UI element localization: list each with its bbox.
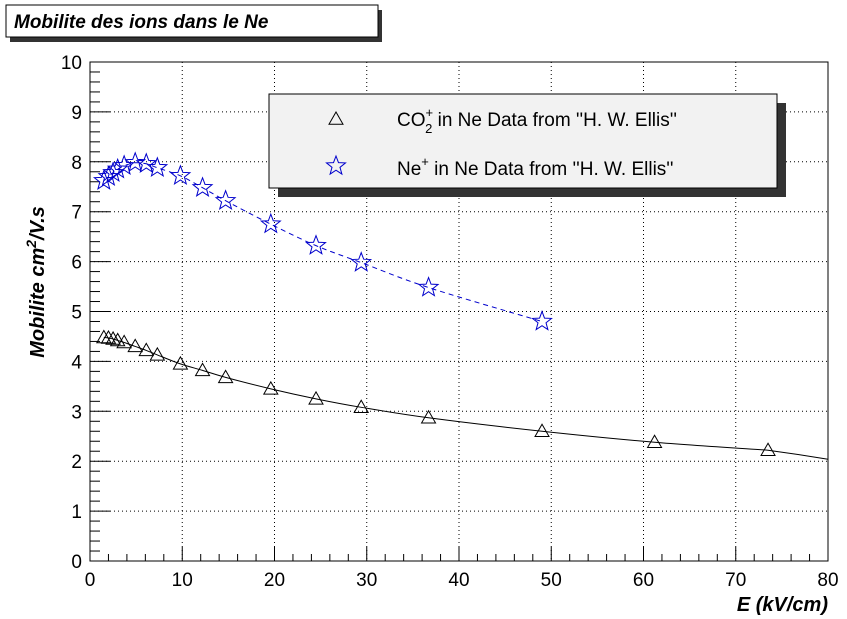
co2-data-point — [127, 338, 144, 353]
x-tick-label: 10 — [172, 570, 193, 591]
legend-ne-post: in Ne Data from ''H. W. Ellis'' — [429, 159, 674, 180]
y-tick-label: 1 — [71, 502, 82, 523]
legend-co2-sub: 2 — [425, 121, 432, 136]
ne-data-point — [531, 310, 553, 331]
legend-co2-post: in Ne Data from ''H. W. Ellis'' — [432, 110, 677, 131]
ne-data-point — [305, 234, 327, 255]
co2-data-point — [109, 332, 126, 347]
ne-data-point — [169, 164, 192, 186]
title-box: Mobilite des ions dans le Ne — [5, 4, 382, 42]
legend-star-icon — [325, 154, 347, 176]
ne-data-point — [191, 176, 214, 197]
ne-data-point — [113, 154, 135, 176]
legend-ne-pre: Ne — [397, 159, 421, 180]
y-tick-label: 5 — [71, 303, 82, 324]
co2-data-point — [353, 399, 370, 414]
y-tick-label: 6 — [71, 253, 82, 274]
ne-fit-curve — [103, 162, 543, 322]
svg-text:Mobilite cm2/V.s: Mobilite cm2/V.s — [23, 206, 49, 358]
x-tick-label: 70 — [725, 570, 746, 591]
y-axis-title-tail: /V.s — [27, 206, 49, 241]
y-tick-label: 0 — [71, 552, 82, 573]
legend-entry-ne: Ne+ in Ne Data from ''H. W. Ellis'' — [397, 154, 674, 180]
x-axis-title: E (kV/cm) — [737, 594, 828, 616]
legend-marker-triangle — [328, 110, 344, 125]
legend-co2-sup: + — [426, 105, 434, 120]
co2-data-point — [194, 362, 211, 377]
ne-data-point — [146, 156, 169, 178]
co2-data-point — [100, 329, 117, 344]
legend: CO+ 2 in Ne Data from ''H. W. Ellis'' Ne+… — [268, 93, 786, 197]
x-tick-label: 30 — [356, 570, 377, 591]
legend-ne-sup: + — [421, 154, 429, 169]
y-tick-label: 7 — [71, 203, 82, 224]
y-tick-label: 10 — [61, 53, 82, 74]
legend-entry-co2: CO+ 2 in Ne Data from ''H. W. Ellis'' — [397, 105, 677, 136]
y-axis-title-main: Mobilite cm — [27, 248, 49, 358]
chart-title: Mobilite des ions dans le Ne — [14, 12, 269, 33]
ne-data-point — [106, 157, 129, 179]
ne-data-point — [259, 212, 282, 234]
ne-data-point — [92, 169, 115, 191]
co2-data-point — [760, 442, 776, 456]
y-axis-title-sup: 2 — [23, 240, 39, 249]
co2-data-point — [646, 434, 663, 448]
data-points — [92, 151, 776, 456]
co2-data-point — [217, 369, 234, 384]
ne-data-point — [214, 189, 237, 210]
x-tick-label: 40 — [448, 570, 469, 591]
y-tick-label: 3 — [71, 402, 82, 423]
y-axis-title: Mobilite cm2/V.s — [23, 206, 49, 358]
x-tick-label: 50 — [541, 570, 562, 591]
co2-data-point — [308, 390, 324, 405]
co2-data-point — [534, 423, 550, 438]
co2-data-point — [138, 342, 155, 357]
co2-data-point — [172, 355, 189, 370]
legend-marker-star — [325, 154, 347, 176]
legend-co2-pre: CO — [397, 110, 426, 131]
x-tick-label: 20 — [264, 570, 285, 591]
x-tick-label: 80 — [817, 570, 838, 591]
axes: 0 10 20 30 40 50 60 70 80 0 1 2 3 4 5 6 7 8 9 10 — [61, 53, 839, 591]
x-tick-label: 60 — [633, 570, 654, 591]
ne-data-point — [124, 151, 147, 173]
ne-data-point — [417, 276, 440, 297]
y-tick-label: 8 — [71, 153, 82, 174]
y-tick-label: 2 — [71, 452, 82, 473]
y-tick-label: 9 — [71, 103, 82, 124]
y-tick-label: 4 — [71, 352, 82, 373]
x-tick-label: 0 — [85, 570, 96, 591]
ne-data-point — [350, 251, 373, 272]
co2-data-point — [116, 334, 132, 349]
co2-data-point — [149, 346, 166, 361]
ne-data-point — [97, 165, 120, 187]
co2-data-point — [420, 409, 437, 424]
ne-data-point — [135, 152, 158, 174]
legend-triangle-icon — [328, 110, 344, 125]
co2-data-point — [105, 330, 121, 345]
co2-data-point — [262, 380, 279, 395]
